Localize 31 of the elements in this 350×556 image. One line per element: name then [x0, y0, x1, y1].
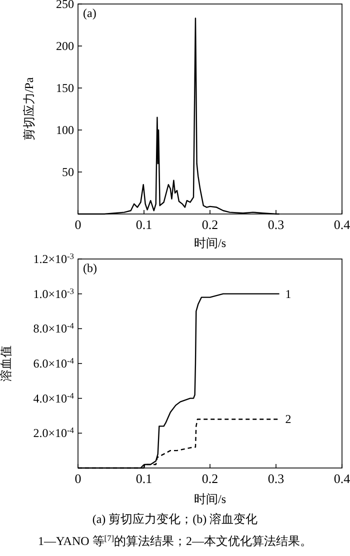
x-axis-title: 时间/s [194, 492, 226, 506]
y-tick-label: 4.0×10$^{-4}$ [33, 390, 75, 406]
y-tick-label: 1.2×10$^{-3}$ [33, 252, 74, 266]
x-tick-label: 0.4 [334, 471, 350, 486]
y-tick-label: 250 [56, 0, 74, 11]
y-axis-title: 溶血值 [0, 346, 13, 382]
series-label: 2 [285, 412, 292, 426]
y-tick-label: 200 [56, 39, 74, 53]
x-tick-label: 0 [74, 471, 82, 486]
y-axis-title: 剪切应力/Pa [22, 76, 36, 141]
x-tick-label: 0.3 [268, 217, 284, 232]
text: 1—YANO 等$^{[7]}$的算法结果；2—本文优化算法结果。 [38, 534, 312, 548]
x-tick-label: 0.2 [202, 217, 218, 232]
y-tick-label: 2.0×10$^{-4}$ [33, 426, 75, 440]
x-tick-label: 0.4 [334, 217, 350, 232]
x-axis-title: 时间/s [194, 236, 226, 250]
x-tick-label: 0 [74, 217, 82, 232]
text: (a) 剪切应力变化；(b) 溶血变化 [92, 512, 258, 526]
y-tick-label: 1.0×10$^{-3}$ [33, 286, 74, 301]
chart-title: (a) [83, 6, 96, 20]
y-tick-label: 8.0×10$^{-4}$ [33, 321, 75, 336]
y-tick-label: 50 [62, 165, 74, 179]
x-tick-label: 0.3 [268, 471, 284, 486]
y-tick-label: 150 [56, 81, 74, 95]
x-tick-label: 0.1 [136, 217, 152, 232]
y-tick-label: 6.0×10$^{-4}$ [33, 356, 75, 370]
chart-title: (b) [83, 261, 97, 275]
series-label: 1 [285, 286, 292, 301]
x-tick-label: 0.2 [202, 471, 218, 486]
x-tick-label: 0.1 [136, 471, 152, 486]
y-tick-label: 100 [56, 123, 74, 137]
